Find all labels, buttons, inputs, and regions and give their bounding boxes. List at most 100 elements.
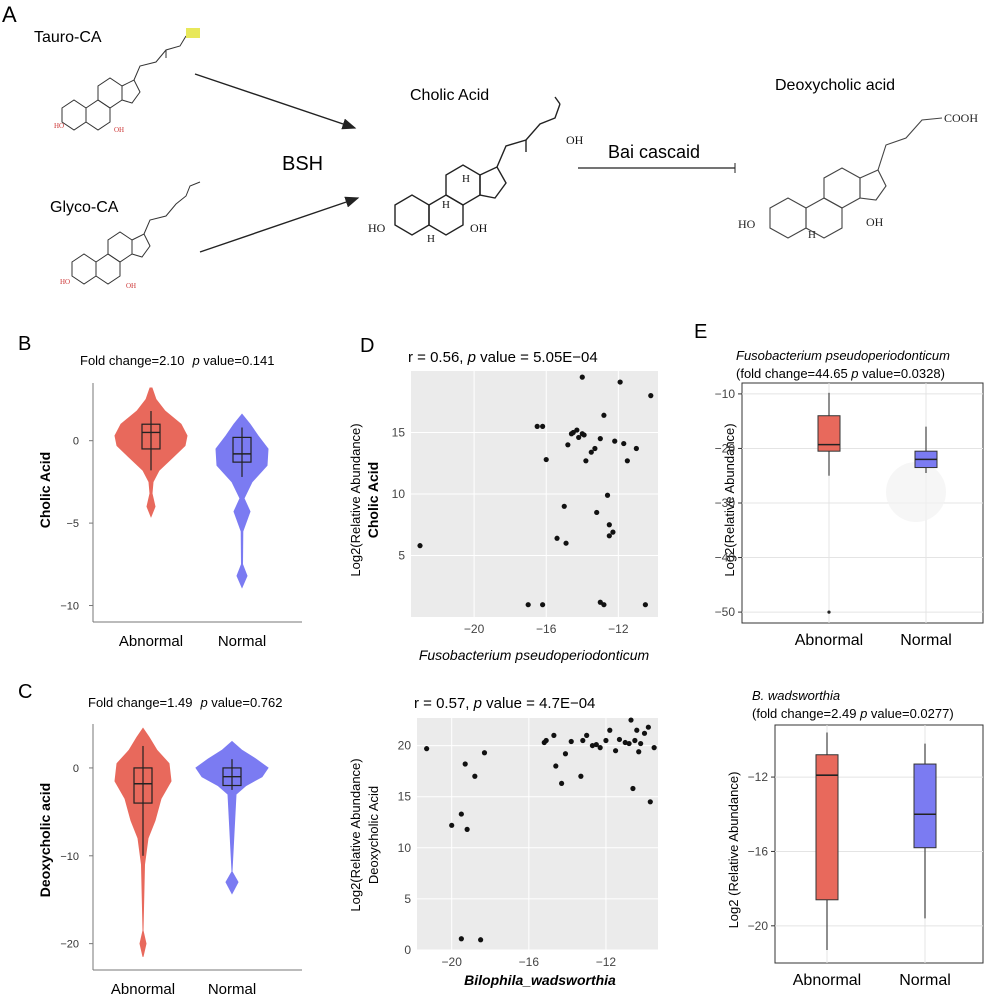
panel-d-top-ylabel-1: Log2(Relative Abundance) [348, 423, 363, 576]
x-tick-label: −16 [519, 955, 540, 969]
box-normal [913, 763, 937, 849]
deoxycholic-acid-label: Deoxycholic acid [775, 77, 895, 94]
data-point [478, 937, 484, 943]
data-point [581, 432, 587, 438]
data-point [648, 393, 654, 399]
cholic-acid-label: Cholic Acid [410, 87, 489, 104]
data-point [641, 730, 648, 736]
panel-c-fold-change: Fold change=1.49 p value=0.762 [88, 695, 283, 710]
plot-background [417, 718, 658, 950]
data-point [601, 412, 607, 418]
glyco-ca-label: Glyco-CA [50, 199, 119, 216]
data-point [626, 740, 632, 747]
panel-d-top-ylabel-2: Cholic Acid [365, 462, 381, 539]
panel-d-bottom-stats: r = 0.57, p value = 4.7E−04 [414, 695, 595, 712]
data-point [449, 822, 455, 828]
data-point [603, 737, 609, 744]
x-tick-label: Abnormal [793, 972, 861, 989]
data-point [534, 423, 540, 429]
panel-b-letter: B [18, 333, 31, 355]
data-point [638, 740, 644, 747]
y-tick-label: 5 [404, 892, 411, 906]
y-tick-label: 15 [398, 790, 412, 804]
y-tick-label: −5 [66, 518, 79, 530]
data-point [578, 773, 584, 779]
data-point [540, 602, 546, 608]
data-point [592, 445, 598, 452]
data-point [472, 773, 478, 779]
y-tick-label: 15 [392, 426, 406, 440]
data-point [597, 599, 603, 605]
data-point [617, 379, 623, 385]
data-point [579, 374, 585, 380]
tauro-oh: OH [114, 126, 124, 134]
x-tick-label: −20 [464, 622, 485, 636]
data-point [554, 535, 560, 541]
data-point [606, 522, 612, 528]
data-point [636, 749, 642, 755]
data-point [551, 732, 557, 738]
x-tick-label: Abnormal [119, 633, 183, 650]
data-point [462, 761, 468, 767]
data-point [525, 602, 531, 608]
panel-d-bottom-ylabel-2: Deoxycholic Acid [366, 786, 381, 884]
data-point [597, 745, 603, 751]
panel-b-plot: 0 −5 −10 Abnormal Normal [60, 383, 302, 650]
data-point [543, 737, 549, 744]
y-tick-label: −10 [60, 601, 79, 613]
x-tick-label: −12 [596, 955, 617, 969]
data-point [634, 727, 640, 733]
y-tick-label: −30 [715, 496, 736, 510]
panel-e-letter: E [694, 321, 707, 343]
data-point [624, 458, 630, 464]
glyco-ca-structure: HO OH [60, 181, 201, 290]
y-tick-label: −12 [748, 770, 769, 784]
y-tick-label: −50 [715, 605, 736, 619]
y-tick-label: 5 [398, 549, 405, 563]
x-tick-label: Normal [900, 632, 952, 649]
panel-e: E Fusobacterium pseudoperiodonticum (fol… [694, 321, 984, 989]
deoxy-h: H [808, 229, 816, 241]
y-tick-label: −20 [60, 939, 79, 951]
data-point [647, 799, 653, 805]
panel-e-bottom-title: B. wadsworthia [752, 688, 840, 703]
y-tick-label: −40 [715, 551, 736, 565]
panel-a-letter: A [2, 2, 17, 27]
data-point [628, 717, 634, 723]
data-point [561, 503, 567, 509]
panel-d-letter: D [360, 335, 374, 357]
data-point [616, 736, 623, 743]
panel-b-fold-change: Fold change=2.10 p value=0.141 [80, 353, 275, 368]
cholic-acid-structure: HO OH OH H H H [368, 96, 584, 245]
data-point [580, 737, 586, 744]
panel-e-top-title: Fusobacterium pseudoperiodonticum [736, 348, 950, 363]
x-tick-label: Normal [218, 633, 266, 650]
data-point [607, 727, 613, 733]
y-tick-label: 0 [73, 436, 79, 448]
panel-d-bottom-xlabel: Bilophila_wadsworthia [464, 972, 616, 988]
panel-e-top-plot: −10 −20 −30 −40 −50 Abnormal Normal [715, 382, 984, 649]
panel-e-bottom-stats: (fold change=2.49 p value=0.0277) [752, 706, 954, 721]
panel-d-bottom-ylabel-1: Log2(Relative Abundance) [348, 758, 363, 911]
y-tick-label: −20 [715, 441, 736, 455]
box-abnormal [815, 754, 839, 901]
cholic-carboxyl-oh: OH [566, 133, 584, 147]
panel-b: B Fold change=2.10 p value=0.141 Cholic A… [18, 333, 302, 650]
bai-cascade-label: Bai cascaid [608, 142, 700, 162]
arrow-tauro-to-cholic [194, 73, 357, 130]
background-halo [886, 462, 946, 522]
data-point [612, 438, 618, 444]
data-point [604, 492, 611, 498]
data-point [593, 741, 599, 748]
outlier-point [827, 610, 831, 614]
deoxy-cooh: COOH [944, 111, 978, 125]
box-abnormal [817, 415, 841, 452]
cholic-ho: HO [368, 221, 386, 235]
data-point [632, 737, 638, 744]
data-point [559, 780, 565, 787]
bsh-label: BSH [282, 153, 323, 175]
deoxy-oh: OH [866, 215, 884, 229]
data-point [588, 449, 594, 455]
panel-e-bottom-ylabel: Log2 (Relative Abundance) [726, 772, 741, 929]
